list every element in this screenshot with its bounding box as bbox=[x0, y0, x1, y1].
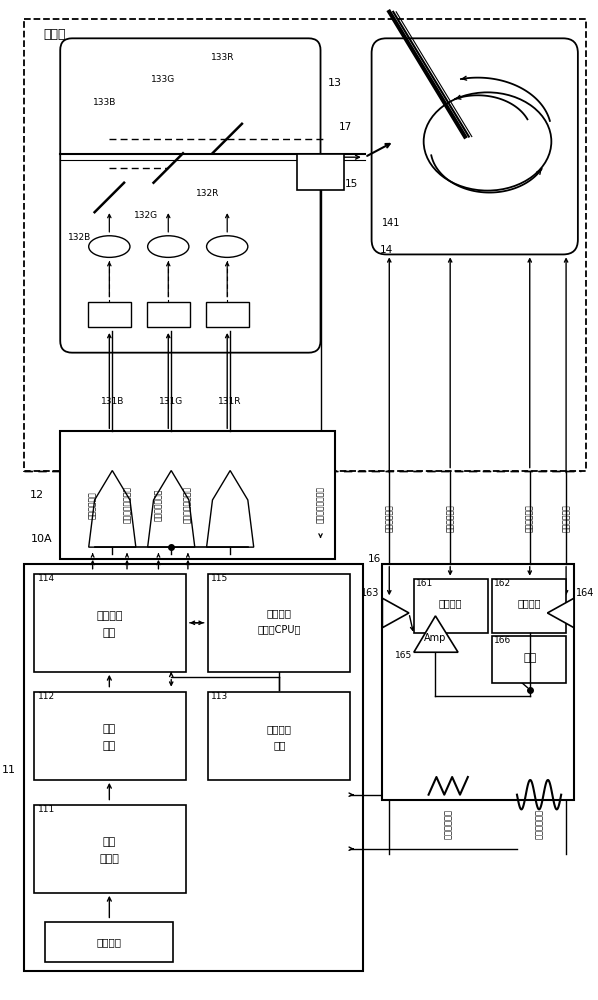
FancyBboxPatch shape bbox=[60, 38, 321, 353]
Text: 115: 115 bbox=[210, 574, 228, 583]
Text: 10A: 10A bbox=[30, 534, 53, 544]
Bar bbox=[382, 564, 574, 800]
Text: 133R: 133R bbox=[210, 53, 234, 62]
Text: 165: 165 bbox=[395, 651, 412, 660]
Bar bbox=[33, 805, 186, 893]
Text: 垂直同步信号: 垂直同步信号 bbox=[444, 809, 453, 839]
Text: 163: 163 bbox=[361, 588, 380, 598]
Bar bbox=[24, 19, 585, 471]
Bar bbox=[208, 574, 350, 672]
Text: 激光功率监测信号: 激光功率监测信号 bbox=[316, 486, 325, 523]
Bar bbox=[492, 579, 566, 633]
Text: 驱动电路: 驱动电路 bbox=[438, 598, 462, 608]
Text: 131R: 131R bbox=[218, 397, 242, 406]
Text: 视频信号: 视频信号 bbox=[97, 937, 122, 947]
Bar bbox=[206, 302, 249, 327]
Text: 投影视频信号: 投影视频信号 bbox=[88, 491, 97, 519]
Text: 光学块: 光学块 bbox=[44, 28, 66, 41]
Polygon shape bbox=[206, 471, 254, 547]
Text: 时钟生成: 时钟生成 bbox=[267, 724, 292, 734]
Text: 占空比调整信号: 占空比调整信号 bbox=[154, 489, 163, 521]
Text: 131G: 131G bbox=[159, 397, 184, 406]
Text: 激光控制: 激光控制 bbox=[96, 611, 123, 621]
Text: 帧存: 帧存 bbox=[103, 724, 116, 734]
Text: 132R: 132R bbox=[196, 189, 219, 198]
Text: 视频: 视频 bbox=[103, 837, 116, 847]
Text: 141: 141 bbox=[382, 218, 401, 228]
Text: 132G: 132G bbox=[133, 211, 158, 220]
Text: 14: 14 bbox=[380, 245, 393, 255]
FancyBboxPatch shape bbox=[371, 38, 578, 254]
Text: 131B: 131B bbox=[100, 397, 124, 406]
Text: 164: 164 bbox=[576, 588, 594, 598]
Text: 17: 17 bbox=[338, 122, 352, 132]
Ellipse shape bbox=[423, 92, 551, 191]
Bar bbox=[24, 564, 363, 971]
Text: 垂直角度信号: 垂直角度信号 bbox=[385, 504, 393, 532]
Text: 16: 16 bbox=[368, 554, 382, 564]
Text: 水平角度信号: 水平角度信号 bbox=[535, 809, 544, 839]
Text: 垂直驱动信号: 垂直驱动信号 bbox=[446, 504, 454, 532]
Text: 解码器: 解码器 bbox=[99, 854, 119, 864]
Text: 111: 111 bbox=[38, 805, 55, 814]
Ellipse shape bbox=[206, 236, 248, 257]
Bar bbox=[147, 302, 190, 327]
Text: 161: 161 bbox=[416, 579, 433, 588]
Polygon shape bbox=[547, 598, 574, 628]
Bar bbox=[33, 574, 186, 672]
Bar bbox=[297, 154, 344, 190]
Text: Amp: Amp bbox=[424, 633, 447, 643]
Text: 11: 11 bbox=[2, 765, 16, 775]
Text: 部分: 部分 bbox=[103, 628, 116, 638]
Ellipse shape bbox=[89, 236, 130, 257]
Bar bbox=[492, 636, 566, 683]
Text: 113: 113 bbox=[210, 692, 228, 701]
Text: 162: 162 bbox=[495, 579, 511, 588]
Text: 水平驱动信号: 水平驱动信号 bbox=[525, 504, 534, 532]
Bar bbox=[33, 692, 186, 780]
Text: 112: 112 bbox=[38, 692, 55, 701]
Text: 114: 114 bbox=[38, 574, 55, 583]
Text: 132B: 132B bbox=[68, 233, 91, 242]
Bar bbox=[414, 579, 487, 633]
Polygon shape bbox=[382, 598, 409, 628]
Text: 储器: 储器 bbox=[103, 741, 116, 751]
Bar bbox=[45, 922, 173, 962]
Text: 部分: 部分 bbox=[273, 741, 285, 751]
Text: 15: 15 bbox=[345, 179, 358, 189]
Text: 12: 12 bbox=[29, 490, 44, 500]
Text: 部分（CPU）: 部分（CPU） bbox=[258, 625, 301, 635]
Text: 13: 13 bbox=[328, 78, 342, 88]
Text: 166: 166 bbox=[495, 636, 512, 645]
Ellipse shape bbox=[148, 236, 189, 257]
Polygon shape bbox=[148, 471, 195, 547]
Text: 视频电流控制信号: 视频电流控制信号 bbox=[184, 486, 193, 523]
Text: 驱动电路: 驱动电路 bbox=[518, 598, 542, 608]
Bar bbox=[88, 302, 131, 327]
Bar bbox=[208, 692, 350, 780]
Text: 水平角度信号: 水平角度信号 bbox=[562, 504, 570, 532]
Text: 133B: 133B bbox=[93, 98, 116, 107]
Polygon shape bbox=[89, 471, 136, 547]
Text: 系统控制: 系统控制 bbox=[267, 608, 292, 618]
Polygon shape bbox=[414, 616, 458, 652]
Bar bbox=[60, 431, 335, 559]
Text: 相移: 相移 bbox=[523, 653, 536, 663]
Text: 133G: 133G bbox=[151, 75, 175, 84]
Text: 投影视频时钟信号: 投影视频时钟信号 bbox=[123, 486, 132, 523]
